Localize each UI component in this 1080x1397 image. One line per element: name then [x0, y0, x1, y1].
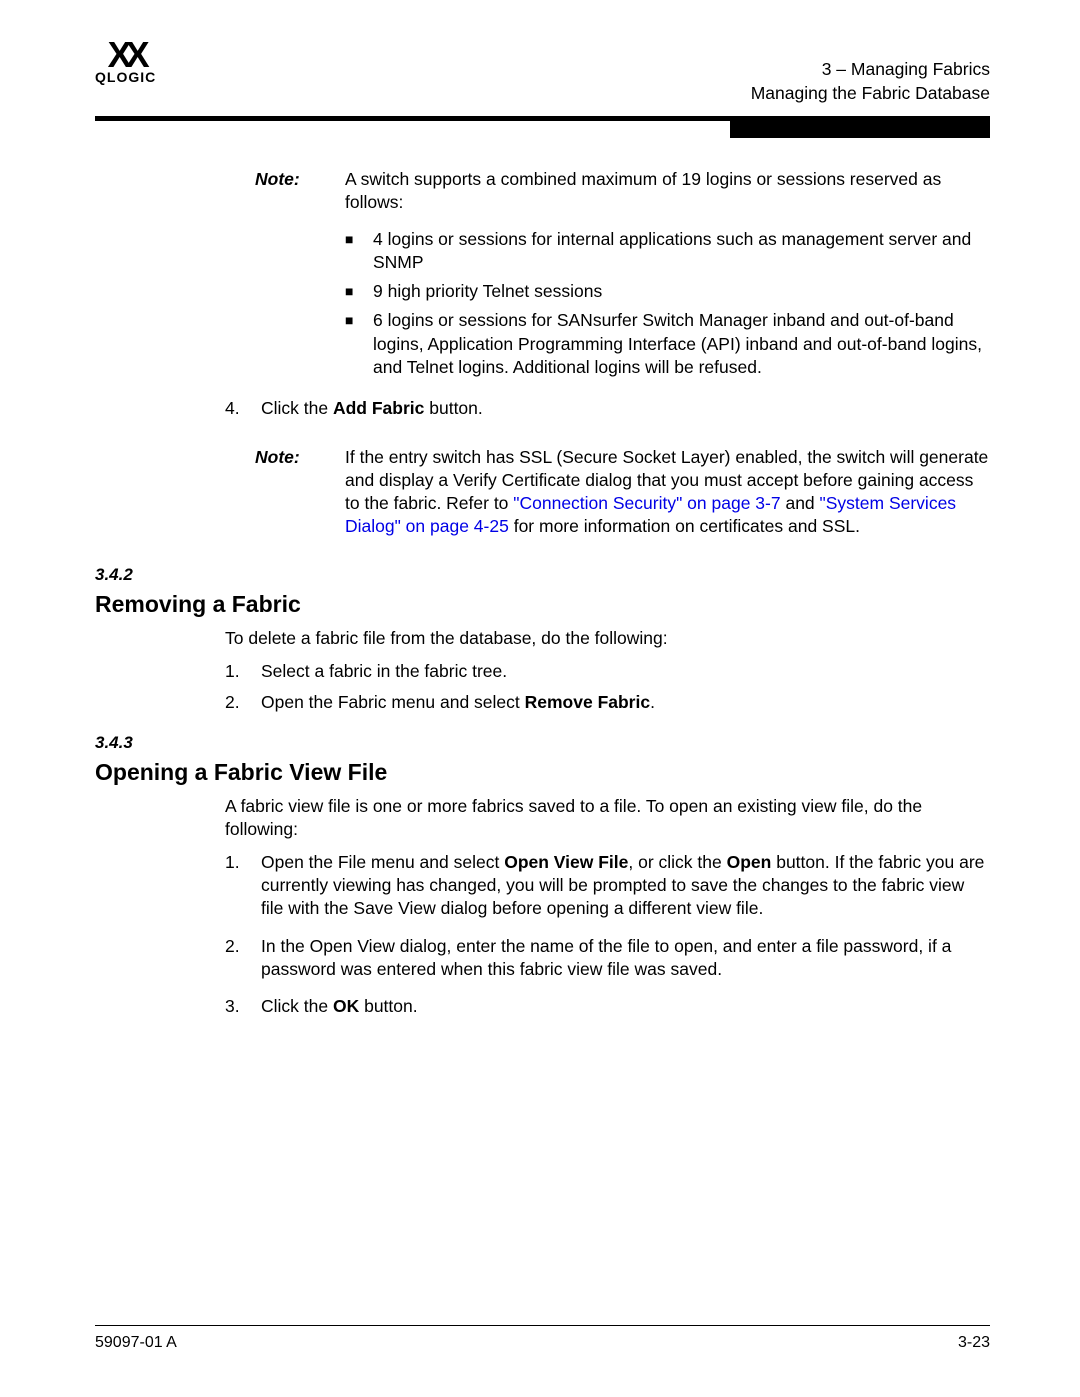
- list-number: 2.: [225, 935, 261, 981]
- list-body: In the Open View dialog, enter the name …: [261, 935, 990, 981]
- note-label: Note:: [255, 168, 345, 214]
- header-right: 3 – Managing Fabrics Managing the Fabric…: [751, 58, 990, 105]
- list-body: Open the File menu and select Open View …: [261, 851, 990, 920]
- square-bullet-icon: ■: [345, 280, 373, 303]
- bullet-text: 6 logins or sessions for SANsurfer Switc…: [373, 309, 990, 378]
- bold-text: Add Fabric: [333, 398, 424, 418]
- header-blackbox: [730, 116, 990, 138]
- list-body: Select a fabric in the fabric tree.: [261, 660, 990, 683]
- list-number: 3.: [225, 995, 261, 1018]
- list-item: 2. In the Open View dialog, enter the na…: [225, 935, 990, 981]
- list-item: 1. Select a fabric in the fabric tree.: [225, 660, 990, 683]
- note-body: If the entry switch has SSL (Secure Sock…: [345, 446, 990, 538]
- section-title-removing: Removing a Fabric: [95, 589, 990, 619]
- list-body: Open the Fabric menu and select Remove F…: [261, 691, 990, 714]
- bullet-text: 4 logins or sessions for internal applic…: [373, 228, 990, 274]
- doc-number: 59097-01 A: [95, 1334, 177, 1351]
- square-bullet-icon: ■: [345, 309, 373, 378]
- logo-mark: XX: [95, 40, 156, 71]
- page-header: XX QLOGIC 3 – Managing Fabrics Managing …: [95, 40, 990, 112]
- page-footer: 59097-01 A 3-23: [95, 1325, 990, 1351]
- note-label: Note:: [255, 446, 345, 538]
- list-number: 2.: [225, 691, 261, 714]
- list-item: 2. Open the Fabric menu and select Remov…: [225, 691, 990, 714]
- bold-text: Open View File: [504, 852, 628, 872]
- bullet-item: ■ 6 logins or sessions for SANsurfer Swi…: [345, 309, 990, 378]
- paragraph: To delete a fabric file from the databas…: [225, 627, 990, 650]
- section-number: 3.4.2: [95, 564, 990, 586]
- text: .: [650, 692, 655, 712]
- bullet-text: 9 high priority Telnet sessions: [373, 280, 990, 303]
- note-body: A switch supports a combined maximum of …: [345, 168, 990, 214]
- text: Click the: [261, 996, 333, 1016]
- section-title-opening: Opening a Fabric View File: [95, 757, 990, 787]
- section-label: Managing the Fabric Database: [751, 82, 990, 106]
- list-body: Click the OK button.: [261, 995, 990, 1018]
- content: Note: A switch supports a combined maxim…: [95, 168, 990, 1026]
- paragraph: A fabric view file is one or more fabric…: [225, 795, 990, 841]
- bullet-item: ■ 9 high priority Telnet sessions: [345, 280, 990, 303]
- link-connection-security[interactable]: "Connection Security" on page 3-7: [513, 493, 780, 513]
- list-number: 1.: [225, 660, 261, 683]
- note-1-bullets: ■ 4 logins or sessions for internal appl…: [345, 228, 990, 379]
- list-item: 3. Click the OK button.: [225, 995, 990, 1018]
- list-item: 1. Open the File menu and select Open Vi…: [225, 851, 990, 920]
- step-number: 4.: [225, 397, 261, 420]
- page-number: 3-23: [958, 1334, 990, 1351]
- step-body: Click the Add Fabric button.: [261, 397, 990, 420]
- page: XX QLOGIC 3 – Managing Fabrics Managing …: [0, 0, 1080, 1397]
- bold-text: Remove Fabric: [525, 692, 650, 712]
- bold-text: Open: [727, 852, 772, 872]
- bold-text: OK: [333, 996, 359, 1016]
- text: Open the Fabric menu and select: [261, 692, 525, 712]
- bullet-item: ■ 4 logins or sessions for internal appl…: [345, 228, 990, 274]
- text: button.: [359, 996, 417, 1016]
- note-1: Note: A switch supports a combined maxim…: [255, 168, 990, 214]
- logo-text: QLOGIC: [95, 69, 156, 85]
- square-bullet-icon: ■: [345, 228, 373, 274]
- text: Click the: [261, 398, 333, 418]
- text: , or click the: [628, 852, 726, 872]
- note-2: Note: If the entry switch has SSL (Secur…: [255, 446, 990, 538]
- text: for more information on certificates and…: [509, 516, 860, 536]
- text: button.: [424, 398, 482, 418]
- step-4: 4. Click the Add Fabric button.: [225, 397, 990, 420]
- section-number: 3.4.3: [95, 732, 990, 754]
- list-number: 1.: [225, 851, 261, 920]
- text: and: [781, 493, 820, 513]
- text: Open the File menu and select: [261, 852, 504, 872]
- qlogic-logo: XX QLOGIC: [95, 40, 156, 85]
- chapter-label: 3 – Managing Fabrics: [751, 58, 990, 82]
